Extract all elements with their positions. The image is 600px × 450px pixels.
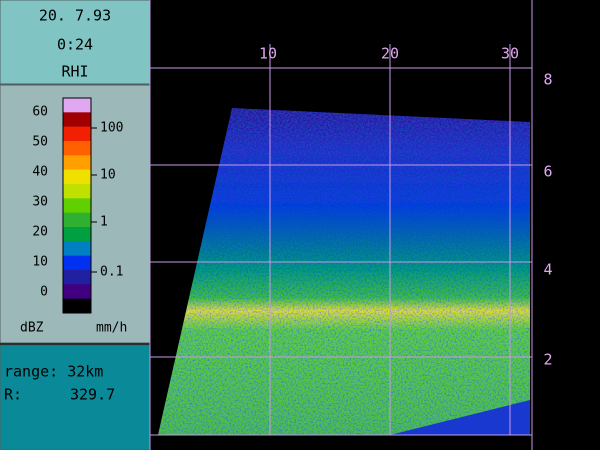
color-step: [63, 112, 91, 128]
dbz-label: 30: [32, 195, 48, 210]
header-panel: [0, 0, 151, 85]
info-panel: [0, 344, 151, 450]
azimuth-label: R:: [4, 386, 22, 404]
color-step: [63, 141, 91, 156]
height-label: 4: [543, 261, 552, 279]
dbz-label: 50: [32, 135, 48, 150]
height-label: 8: [543, 71, 552, 89]
dbz-unit: dBZ: [20, 321, 44, 336]
height-label: 6: [543, 163, 552, 181]
dbz-label: 60: [32, 105, 48, 120]
color-bar-frame: [62, 97, 92, 314]
rain-label: 100: [100, 121, 123, 136]
color-step: [63, 212, 91, 228]
azimuth: 329.7: [70, 386, 115, 404]
radar-echo-edge: [390, 400, 530, 435]
color-step: [63, 169, 91, 185]
rain-label: 10: [100, 168, 116, 183]
height-label: 2: [543, 351, 552, 369]
color-step: [63, 227, 91, 242]
date: 20. 7.93: [39, 7, 111, 25]
range-label: 30: [501, 45, 519, 63]
color-step: [63, 126, 91, 142]
range-label: 20: [381, 45, 399, 63]
dbz-label: 0: [40, 285, 48, 300]
color-step: [63, 255, 91, 271]
color-step: [63, 298, 91, 314]
mode: RHI: [61, 63, 88, 81]
color-step: [63, 184, 91, 199]
radar-echo: [158, 108, 530, 435]
color-bar: [62, 97, 92, 314]
color-step: [63, 98, 91, 113]
color-step: [63, 241, 91, 257]
color-step: [63, 198, 91, 214]
range-label: 10: [259, 45, 277, 63]
time: 0:24: [57, 36, 93, 54]
color-step: [63, 270, 91, 285]
dbz-label: 20: [32, 225, 48, 240]
color-step: [63, 284, 91, 300]
rain-unit: mm/h: [96, 321, 127, 336]
rain-label: 1: [100, 215, 108, 230]
grid: [149, 0, 533, 450]
dbz-label: 40: [32, 165, 48, 180]
dbz-label: 10: [32, 255, 48, 270]
rain-label: 0.1: [100, 265, 123, 280]
color-step: [63, 155, 91, 171]
range-info: range: 32km: [4, 363, 103, 381]
